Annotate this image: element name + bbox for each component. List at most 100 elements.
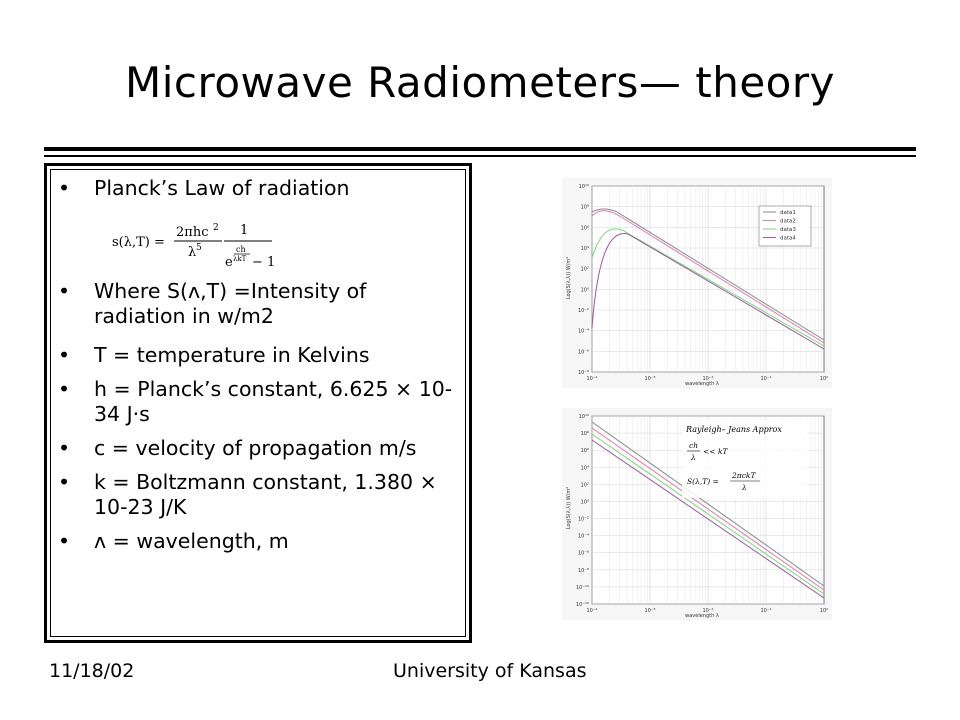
series-line xyxy=(591,439,825,599)
series-line xyxy=(591,232,825,350)
y-tick-label: 10⁰ xyxy=(581,287,589,293)
series-line xyxy=(591,421,825,587)
bullet-item: • T = temperature in Kelvins xyxy=(58,343,458,368)
content-box-inner xyxy=(50,169,466,637)
bullet-dot: • xyxy=(58,470,71,494)
bullet-text: c = velocity of propagation m/s xyxy=(94,436,417,460)
annotation-cond-rhs: << kT xyxy=(703,447,728,456)
formula-exp1: 2 xyxy=(213,223,219,233)
series-lines xyxy=(591,421,825,599)
series-line xyxy=(591,210,825,344)
annotation-cond-num: ch xyxy=(689,441,698,450)
y-tick-label: 10⁶ xyxy=(581,448,589,454)
bullet-dot: • xyxy=(58,529,71,553)
y-tick-labels: 10¹⁰ 10⁸ 10⁶ 10⁴ 10² 10⁰ 10⁻² 10⁻⁴ 10⁻⁶ 10⁻⁸ xyxy=(578,184,589,376)
annotation-title: Rayleigh– Jeans Approx xyxy=(685,425,782,434)
bullet-item: • h = Planck’s constant, 6.625 × 10-34 J… xyxy=(58,377,458,427)
bullet-dot: • xyxy=(58,436,71,460)
y-tick-label: 10⁻⁶ xyxy=(578,551,589,557)
y-tick-labels: 10¹⁰ 10⁸ 10⁶ 10⁴ 10² 10⁰ 10⁻² 10⁻⁴ 10⁻⁶ 10⁻⁸ 10⁻¹⁰… xyxy=(576,414,589,608)
legend-entry: data2 xyxy=(780,219,796,225)
formula-num1: 2πhc xyxy=(176,225,208,240)
x-tick-labels: 10⁻⁴ 10⁻³ 10⁻² 10⁻¹ 10⁰ xyxy=(586,376,828,382)
y-tick-label: 10⁸ xyxy=(581,205,589,211)
x-tick-labels: 10⁻⁴ 10⁻³ 10⁻² 10⁻¹ 10⁰ xyxy=(586,608,828,614)
y-tick-label: 10⁻² xyxy=(578,517,589,523)
x-tick-label: 10⁻¹ xyxy=(760,608,771,614)
annotation-eq-lhs: S(λ,T) = xyxy=(687,477,719,486)
x-tick-label: 10⁻³ xyxy=(644,608,655,614)
bullet-text: Where S(ʌ,T) =Intensity of radiation in … xyxy=(94,279,367,328)
y-tick-label: 10⁻⁸ xyxy=(578,370,589,376)
x-tick-label: 10⁻⁴ xyxy=(586,608,597,614)
series-line xyxy=(591,228,825,347)
series-line xyxy=(591,427,825,591)
legend: data1 data2 data3 data4 xyxy=(758,205,812,247)
title-rule-thick xyxy=(44,147,916,151)
bullet-text: Planck’s Law of radiation xyxy=(94,176,350,200)
x-tick-label: 10⁻⁴ xyxy=(586,376,597,382)
bullet-item: • Planck’s Law of radiation xyxy=(58,176,458,201)
series-line xyxy=(591,208,825,341)
x-tick-label: 10⁰ xyxy=(820,376,828,382)
y-tick-label: 10⁸ xyxy=(581,431,589,437)
bullet-text: h = Planck’s constant, 6.625 × 10-34 J·s xyxy=(94,377,453,426)
legend-box xyxy=(758,205,812,247)
bullet-dot: • xyxy=(58,377,71,401)
bullet-dot: • xyxy=(58,343,71,367)
formula-exp-den: λkT xyxy=(233,255,247,263)
y-tick-label: 10² xyxy=(581,267,589,273)
y-tick-label: 10⁻⁸ xyxy=(578,568,589,574)
x-axis-label: wavelength λ xyxy=(685,381,719,387)
bullet-text: ʌ = wavelength, m xyxy=(94,529,289,553)
legend-entry: data1 xyxy=(780,210,796,216)
y-axis-label: Log(S(λ,λ)) W/m² xyxy=(566,487,572,530)
planck-chart: 10¹⁰ 10⁸ 10⁶ 10⁴ 10² 10⁰ 10⁻² 10⁻⁴ 10⁻⁶ 10⁻⁸ 10⁻⁴… xyxy=(562,178,832,388)
planck-formula: s(λ,T) = 2πhc 2 λ 5 1 e ch λkT − 1 xyxy=(112,223,275,270)
annotation-cond-den: λ xyxy=(690,453,696,462)
footer-organization: University of Kansas xyxy=(393,660,587,682)
x-tick-label: 10⁰ xyxy=(820,608,828,614)
y-tick-label: 10¹⁰ xyxy=(579,414,589,420)
formula-minus1: − 1 xyxy=(252,255,275,270)
x-tick-label: 10⁻² xyxy=(702,608,713,614)
y-tick-label: 10⁻² xyxy=(578,308,589,314)
annotation-eq-den: λ xyxy=(741,483,747,492)
y-tick-label: 10⁻¹² xyxy=(576,602,589,608)
y-tick-label: 10⁻⁴ xyxy=(578,329,589,335)
x-axis-label: wavelength λ xyxy=(685,613,719,619)
y-tick-label: 10⁶ xyxy=(581,225,589,231)
formula-den1: λ xyxy=(188,245,196,260)
annotation-bg xyxy=(682,420,807,498)
bullet-text: T = temperature in Kelvins xyxy=(94,343,370,367)
rayleigh-jeans-annotation: Rayleigh– Jeans Approx ch λ << kT S(λ,T)… xyxy=(682,420,807,498)
y-tick-label: 10⁻⁶ xyxy=(578,349,589,355)
bullet-text: k = Boltzmann constant, 1.380 × 10-23 J/… xyxy=(94,470,437,519)
slide-title: Microwave Radiometers— theory xyxy=(124,58,835,107)
bullet-dot: • xyxy=(58,176,71,200)
series-lines xyxy=(591,208,825,350)
y-tick-label: 10⁴ xyxy=(581,465,589,471)
bullet-item: • k = Boltzmann constant, 1.380 × 10-23 … xyxy=(58,470,458,520)
formula-exp-den1: 5 xyxy=(196,243,202,253)
formula-lhs: s(λ,T) = xyxy=(112,235,165,250)
bullet-item: • c = velocity of propagation m/s xyxy=(58,436,458,461)
rayleigh-jeans-chart: 10¹⁰ 10⁸ 10⁶ 10⁴ 10² 10⁰ 10⁻² 10⁻⁴ 10⁻⁶ 10⁻⁸ 10⁻¹⁰… xyxy=(562,408,832,620)
y-tick-label: 10⁻⁴ xyxy=(578,534,589,540)
y-tick-label: 10⁻¹⁰ xyxy=(576,585,589,591)
content-box-outer xyxy=(44,163,472,643)
series-line xyxy=(591,433,825,595)
formula-num2: 1 xyxy=(240,223,248,238)
annotation-eq-num: 2πckT xyxy=(731,471,756,480)
y-tick-label: 10² xyxy=(581,482,589,488)
formula-e: e xyxy=(225,255,233,270)
y-tick-label: 10¹⁰ xyxy=(579,184,589,190)
y-tick-label: 10⁰ xyxy=(581,499,589,505)
x-tick-label: 10⁻² xyxy=(702,376,713,382)
x-tick-label: 10⁻¹ xyxy=(760,376,771,382)
legend-entry: data3 xyxy=(780,227,796,233)
bullet-item: • ʌ = wavelength, m xyxy=(58,529,458,554)
legend-entry: data4 xyxy=(780,236,796,242)
footer-date: 11/18/02 xyxy=(49,660,135,682)
bullet-dot: • xyxy=(58,279,71,303)
